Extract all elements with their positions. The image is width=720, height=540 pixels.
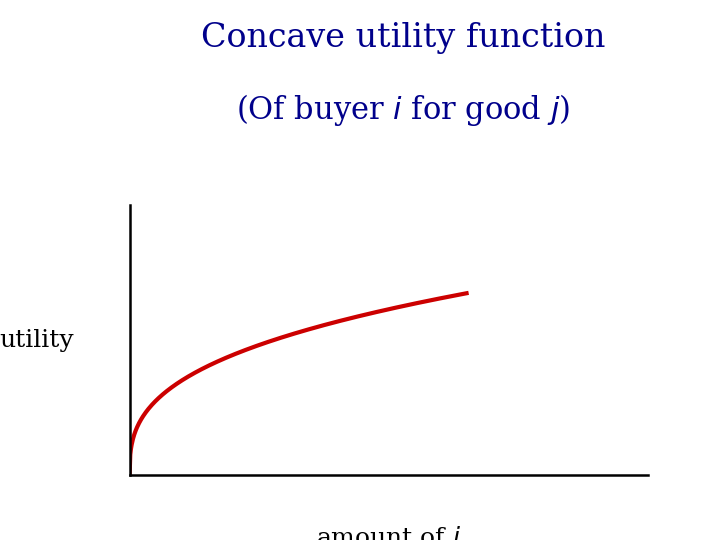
Text: amount of $\mathit{j}$: amount of $\mathit{j}$ [316,524,462,540]
Text: Concave utility function: Concave utility function [201,22,606,53]
Text: utility: utility [0,329,73,352]
Text: (Of buyer $\mathit{i}$ for good $\mathit{j}$): (Of buyer $\mathit{i}$ for good $\mathit… [236,92,570,128]
